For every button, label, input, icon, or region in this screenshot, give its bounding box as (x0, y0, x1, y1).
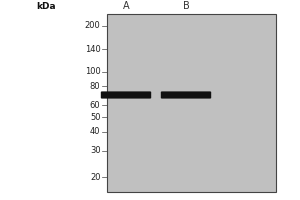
Text: 200: 200 (85, 21, 100, 30)
Bar (106, 14, 276, 192)
Text: 100: 100 (85, 67, 100, 76)
Text: 30: 30 (90, 146, 101, 155)
FancyBboxPatch shape (161, 91, 211, 99)
Text: 80: 80 (90, 82, 101, 91)
Text: 40: 40 (90, 127, 101, 136)
Text: 20: 20 (90, 173, 101, 182)
Text: kDa: kDa (36, 2, 56, 11)
Text: B: B (183, 1, 189, 11)
Text: 140: 140 (85, 45, 100, 54)
Text: A: A (123, 1, 129, 11)
FancyBboxPatch shape (101, 91, 151, 99)
Text: 50: 50 (90, 113, 101, 122)
Text: 60: 60 (90, 101, 101, 110)
